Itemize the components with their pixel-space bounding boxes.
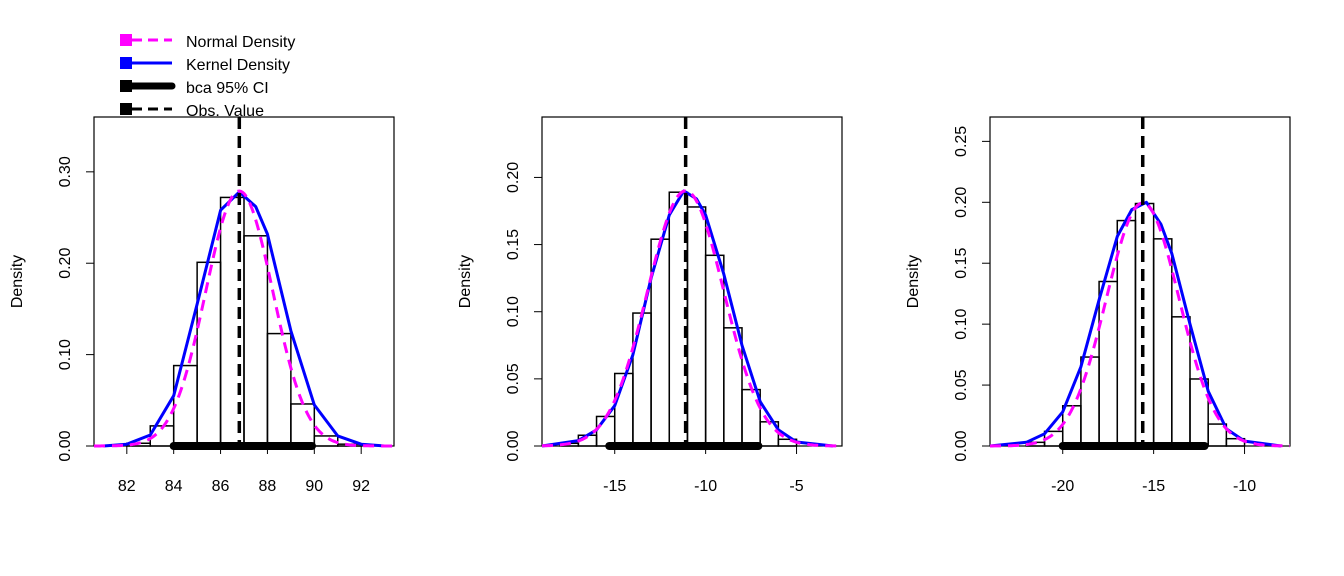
- legend-label-obs: Obs. Value: [186, 103, 264, 120]
- histogram-bar: [1171, 316, 1191, 447]
- histogram-bar: [1189, 378, 1209, 447]
- kernel-density-line: [103, 190, 385, 448]
- x-tick-label: 88: [259, 478, 277, 495]
- y-axis-label: Density: [9, 255, 26, 308]
- plot-frame: [541, 116, 843, 447]
- y-axis-label: Density: [905, 255, 922, 308]
- x-tick-label: 90: [305, 478, 323, 495]
- y-tick-label: 0.20: [953, 187, 970, 218]
- histogram-bar: [1098, 280, 1119, 447]
- y-tick-label: 0.10: [505, 296, 522, 327]
- legend-entry-ci: bca 95% CI: [120, 80, 269, 97]
- x-tick-label: 84: [165, 478, 183, 495]
- plot-frame: [989, 116, 1291, 447]
- panel-1: 0.00 0.10 0.20 0.30 Density 82 84 86 88 90 92: [9, 116, 395, 495]
- y-tick-label: 0.15: [505, 229, 522, 260]
- panel-3: 0.00 0.05 0.10 0.15 0.20 0.25 Density -20 -15 -10: [905, 116, 1291, 495]
- y-tick-label: 0.10: [953, 308, 970, 339]
- y-tick-label: 0.00: [505, 430, 522, 461]
- x-tick-label: -20: [1051, 478, 1074, 495]
- y-tick-label: 0.15: [953, 248, 970, 279]
- histogram-bar: [1152, 238, 1173, 447]
- legend-swatch-obs: [120, 103, 132, 115]
- x-tick-label: 92: [352, 478, 370, 495]
- legend-label-normal: Normal Density: [186, 34, 295, 51]
- legend-swatch-kernel: [120, 57, 132, 69]
- x-tick-label: -10: [1233, 478, 1256, 495]
- histogram-bar: [595, 415, 616, 447]
- y-tick-label: 0.20: [57, 248, 74, 279]
- y-axis-label: Density: [457, 255, 474, 308]
- normal-density-line: [542, 189, 842, 448]
- legend: Normal Density Kernel Density bca 95% CI…: [120, 34, 295, 120]
- histogram-bar: [1134, 202, 1155, 447]
- legend-label-kernel: Kernel Density: [186, 57, 290, 74]
- legend-swatch-ci: [120, 80, 132, 92]
- x-tick-label: -10: [694, 478, 717, 495]
- normal-density-line: [94, 189, 394, 448]
- y-tick-label: 0.10: [57, 339, 74, 370]
- histogram-bar: [1080, 356, 1100, 447]
- x-tick-label: -15: [603, 478, 626, 495]
- x-tick-label: 82: [118, 478, 136, 495]
- histogram-bar: [290, 403, 316, 447]
- histogram-bar: [1116, 219, 1137, 447]
- histogram-bar: [686, 206, 707, 447]
- legend-label-ci: bca 95% CI: [186, 80, 269, 97]
- panel-2: 0.00 0.05 0.10 0.15 0.20 Density -15 -10 -5: [457, 116, 843, 495]
- histogram-bar: [723, 327, 743, 447]
- y-tick-label: 0.20: [505, 162, 522, 193]
- legend-entry-normal: Normal Density: [120, 34, 295, 51]
- histogram-bar: [243, 235, 269, 447]
- normal-density-line: [990, 201, 1290, 448]
- y-tick-label: 0.00: [57, 430, 74, 461]
- y-tick-label: 0.00: [953, 430, 970, 461]
- x-tick-label: 86: [212, 478, 230, 495]
- y-tick-label: 0.25: [953, 126, 970, 157]
- legend-swatch-normal: [120, 34, 132, 46]
- x-tick-label: -5: [789, 478, 803, 495]
- y-tick-label: 0.05: [953, 369, 970, 400]
- x-tick-label: -15: [1142, 478, 1165, 495]
- legend-entry-obs: Obs. Value: [120, 103, 264, 120]
- y-tick-label: 0.05: [505, 363, 522, 394]
- legend-entry-kernel: Kernel Density: [120, 57, 290, 74]
- y-tick-label: 0.30: [57, 156, 74, 187]
